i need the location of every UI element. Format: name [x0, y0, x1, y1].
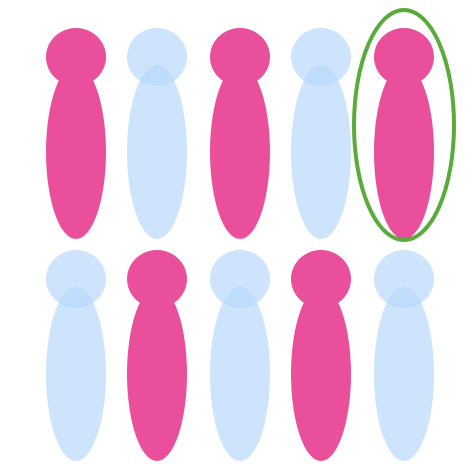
figure-head: [127, 250, 187, 308]
figure-body: [210, 65, 270, 239]
figure-head: [210, 28, 270, 86]
figure-head: [210, 250, 270, 308]
highlight-ring: [352, 8, 456, 242]
figure-filled-r1-c5: [374, 28, 434, 239]
figure-filled-r1-c1: [46, 28, 106, 239]
figure-empty-r2-c3: [210, 250, 270, 461]
figure-head: [291, 28, 351, 86]
figure-body: [46, 65, 106, 239]
figure-body: [46, 287, 106, 461]
figure-filled-r1-c3: [210, 28, 270, 239]
figure-body: [374, 65, 434, 239]
figure-head: [374, 250, 434, 308]
figure-filled-r2-c4: [291, 250, 351, 461]
figure-head: [46, 250, 106, 308]
figure-empty-r1-c2: [127, 28, 187, 239]
figure-body: [210, 287, 270, 461]
figure-filled-r2-c2: [127, 250, 187, 461]
figure-empty-r2-c1: [46, 250, 106, 461]
figure-head: [291, 250, 351, 308]
figure-body: [291, 65, 351, 239]
figure-body: [374, 287, 434, 461]
figure-head: [46, 28, 106, 86]
figure-head: [127, 28, 187, 86]
figure-empty-r1-c4: [291, 28, 351, 239]
figure-head: [374, 28, 434, 86]
figure-body: [127, 65, 187, 239]
figure-empty-r2-c5: [374, 250, 434, 461]
figure-body: [291, 287, 351, 461]
figure-body: [127, 287, 187, 461]
